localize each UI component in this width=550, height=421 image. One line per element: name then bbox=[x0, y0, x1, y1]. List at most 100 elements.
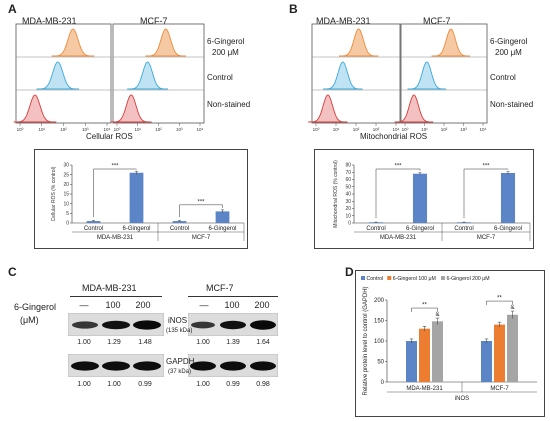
category-label: Control bbox=[366, 226, 385, 232]
histogram-tick-label: 10¹ bbox=[421, 127, 428, 132]
bar bbox=[456, 222, 472, 223]
panel-b-col2-title: MCF-7 bbox=[423, 16, 451, 26]
treatment-label: 6-Gingerol bbox=[14, 302, 57, 312]
histogram-tick-label: 10⁰ bbox=[17, 127, 24, 132]
significance-marker: ** bbox=[497, 296, 502, 302]
quant-inos-mcf-1: 1.00 bbox=[196, 339, 210, 346]
histogram-peak bbox=[431, 28, 471, 57]
bar bbox=[406, 341, 417, 382]
histogram-tick-label: 10² bbox=[441, 127, 448, 132]
panel-a-histograms: 10⁰ 10¹ 10² 10³ 10⁴ 10⁰ 10¹ 10² 10³ 10⁴ bbox=[13, 23, 205, 132]
significance-bracket bbox=[411, 307, 438, 313]
category-label: 6-Gingerol bbox=[494, 226, 522, 232]
panel-b-row-label-4: Non-stained bbox=[490, 100, 534, 109]
histogram-tick-label: 10³ bbox=[176, 127, 183, 132]
blot-band bbox=[190, 361, 216, 371]
histogram-peak bbox=[127, 61, 168, 90]
bar-chart-a: 0 5 10 15 20 25 30 Cellular ROS (% control) Cont… bbox=[51, 163, 245, 241]
histogram-peak bbox=[145, 28, 187, 57]
y-tick-label: 100 bbox=[374, 339, 385, 345]
blot-mda-title: MDA-MB-231 bbox=[82, 283, 137, 293]
y-tick-label: 5 bbox=[66, 211, 69, 217]
y-tick-label: 15 bbox=[63, 192, 69, 198]
y-tick-label: 40 bbox=[345, 192, 351, 198]
blot-band bbox=[250, 361, 276, 371]
y-tick-label: 30 bbox=[345, 199, 351, 205]
panel-b-row-label-2: 200 μM bbox=[495, 48, 522, 57]
y-tick-label: 150 bbox=[374, 319, 385, 325]
y-axis-label: Cellular ROS (% control) bbox=[51, 166, 57, 221]
bar bbox=[419, 328, 430, 382]
bar bbox=[432, 321, 443, 382]
blot-band bbox=[133, 320, 161, 330]
histogram-tick-label: 10³ bbox=[82, 127, 89, 132]
bar bbox=[86, 221, 101, 223]
histogram-tick-label: 10¹ bbox=[333, 127, 340, 132]
dose-mda-2: 100 bbox=[105, 300, 121, 310]
dose-mda-3: 200 bbox=[135, 300, 151, 310]
category-label: MDA-MB-231 bbox=[406, 386, 443, 392]
y-axis-label: Mitochondrial ROS (% control) bbox=[333, 160, 339, 228]
group-label: MDA-MB-231 bbox=[380, 235, 417, 241]
category-label: Control bbox=[170, 226, 189, 232]
blot-band bbox=[102, 361, 130, 371]
histogram-tick-label: 10⁴ bbox=[104, 127, 111, 132]
y-tick-label: 50 bbox=[377, 360, 384, 366]
panel-b-histograms: 10⁰ 10¹ 10² 10³ 10⁴ 10⁰ 10¹ 10² 10³ 10⁴ bbox=[308, 23, 488, 132]
group-label: MDA-MB-231 bbox=[97, 235, 134, 241]
bar bbox=[507, 314, 518, 382]
protein-inos-label: iNOS bbox=[168, 316, 188, 325]
blot-band bbox=[102, 320, 130, 330]
histogram-peak bbox=[407, 61, 447, 90]
histogram-tick-label: 10⁴ bbox=[480, 127, 487, 132]
panel-b-col1-title: MDA-MB-231 bbox=[316, 16, 371, 26]
bar bbox=[368, 222, 384, 223]
blot-title-underline-mcf bbox=[188, 296, 278, 297]
y-tick-label: 200 bbox=[374, 298, 385, 304]
panel-b-row-label-3: Control bbox=[490, 73, 516, 82]
histogram-tick-label: 10¹ bbox=[38, 127, 45, 132]
panel-b-xaxis-label: Mitochondrial ROS bbox=[360, 132, 428, 141]
quant-gapdh-mcf-3: 0.98 bbox=[256, 381, 270, 388]
x-axis-label: iNOS bbox=[455, 396, 469, 402]
legend-label: 6-Gingerol 100 μM bbox=[393, 276, 436, 282]
blot-band bbox=[220, 320, 246, 330]
dose-mcf-2: 100 bbox=[224, 300, 240, 310]
significance-bracket bbox=[486, 300, 513, 306]
bar bbox=[129, 172, 144, 223]
panel-a-xaxis-label: Cellular ROS bbox=[86, 132, 133, 141]
blot-band bbox=[250, 320, 276, 330]
panel-c-label: C bbox=[8, 265, 17, 279]
category-label: 6-Gingerol bbox=[122, 226, 150, 232]
significance-marker: *** bbox=[482, 164, 490, 170]
blot-mcf-title: MCF-7 bbox=[206, 283, 234, 293]
protein-gapdh-size: (37 kDa) bbox=[168, 369, 192, 375]
y-tick-label: 20 bbox=[63, 182, 69, 188]
histogram-tick-label: 10⁴ bbox=[197, 127, 204, 132]
histogram-tick-label: 10² bbox=[353, 127, 360, 132]
bar bbox=[481, 341, 492, 382]
category-label: Control bbox=[454, 226, 473, 232]
blot-inos-mda bbox=[68, 313, 164, 336]
category-label: Control bbox=[84, 226, 103, 232]
significance-bracket bbox=[179, 204, 223, 218]
histogram-peak bbox=[308, 94, 348, 123]
histogram-tick-label: 10³ bbox=[460, 127, 467, 132]
histogram-peak bbox=[13, 94, 57, 123]
histogram-peak bbox=[323, 61, 363, 90]
significance-marker: *** bbox=[394, 164, 402, 170]
histogram-tick-label: 10² bbox=[155, 127, 162, 132]
bar bbox=[215, 211, 230, 223]
y-tick-label: 25 bbox=[63, 172, 69, 178]
bar bbox=[412, 173, 428, 223]
quant-gapdh-mda-2: 1.00 bbox=[107, 381, 121, 388]
category-label: MCF-7 bbox=[490, 386, 509, 392]
blot-gapdh-mda bbox=[68, 354, 164, 377]
histogram-peak bbox=[51, 28, 95, 57]
protein-gapdh-label: GAPDH bbox=[166, 357, 195, 366]
bar bbox=[494, 324, 505, 382]
blot-band bbox=[72, 321, 98, 329]
group-label: MCF-7 bbox=[192, 235, 211, 241]
significance-marker: ** bbox=[422, 303, 427, 309]
quant-inos-mda-3: 1.48 bbox=[138, 339, 152, 346]
